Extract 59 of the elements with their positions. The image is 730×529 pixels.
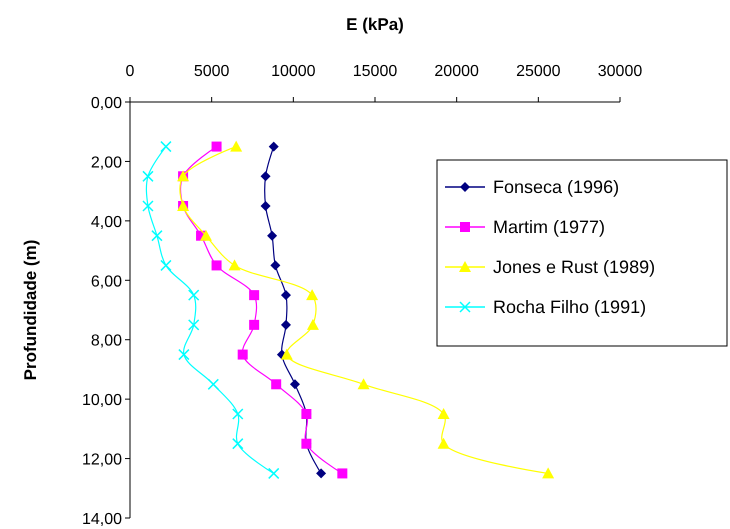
point: [270, 260, 280, 270]
point: [232, 408, 244, 420]
point: [208, 378, 220, 390]
x-axis-title: E (kPa): [346, 15, 404, 34]
point: [188, 319, 200, 331]
y-tick-label: 0,00: [90, 95, 122, 112]
point: [306, 318, 319, 330]
y-tick-label: 14,00: [82, 511, 122, 528]
point: [280, 320, 291, 330]
x-tick-label: 5000: [194, 63, 230, 80]
point: [232, 438, 244, 450]
point: [160, 140, 172, 152]
point: [212, 142, 222, 152]
legend-label: Jones e Rust (1989): [493, 257, 656, 277]
point: [160, 260, 172, 272]
point: [142, 170, 154, 182]
point: [238, 350, 248, 360]
point: [280, 290, 291, 300]
point: [337, 468, 348, 478]
point: [178, 348, 190, 360]
x-tick-label: 15000: [352, 63, 398, 80]
legend-label: Fonseca (1996): [493, 177, 620, 197]
point: [268, 142, 279, 152]
point: [249, 320, 260, 330]
point: [230, 140, 242, 152]
y-tick-label: 10,00: [82, 392, 122, 410]
point: [271, 379, 282, 390]
x-tick-label: 0: [126, 63, 135, 80]
point: [228, 259, 241, 270]
point: [268, 468, 280, 480]
y-tick-label: 8,00: [90, 332, 122, 350]
point: [188, 289, 200, 301]
y-tick-label: 4,00: [90, 214, 122, 231]
point: [249, 290, 260, 300]
y-tick-label: 6,00: [90, 273, 122, 290]
y-tick-label: 12,00: [82, 452, 122, 469]
legend-label: Rocha Filho (1991): [493, 297, 646, 317]
y-tick-label: 2,00: [90, 154, 122, 172]
point: [438, 438, 450, 449]
point: [280, 348, 293, 360]
x-tick-label: 10000: [271, 63, 316, 80]
point: [260, 201, 271, 211]
point: [151, 230, 163, 242]
point: [212, 260, 222, 270]
point: [316, 468, 326, 478]
point: [267, 230, 278, 241]
point: [358, 378, 370, 390]
legend-label: Martim (1977): [493, 217, 606, 237]
x-tick-label: 20000: [434, 63, 480, 80]
x-tick-label: 25000: [516, 63, 561, 80]
y-axis-title: Profundidade (m): [21, 240, 40, 380]
x-tick-label: 30000: [598, 63, 642, 80]
point: [260, 171, 271, 182]
point: [542, 467, 554, 478]
point: [290, 379, 300, 390]
point: [306, 289, 318, 300]
point: [142, 200, 154, 212]
point: [200, 230, 212, 241]
point: [438, 408, 450, 419]
